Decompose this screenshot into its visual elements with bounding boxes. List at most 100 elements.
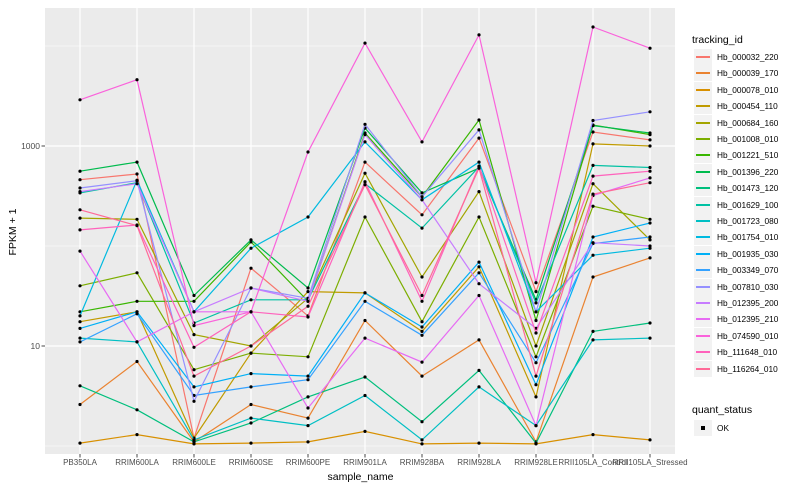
data-point bbox=[306, 374, 310, 378]
data-point bbox=[591, 163, 595, 167]
data-point bbox=[534, 395, 538, 399]
data-point bbox=[420, 420, 424, 424]
series-Hb_000078_010 bbox=[78, 429, 652, 446]
data-point bbox=[477, 128, 481, 132]
data-point bbox=[135, 78, 139, 82]
data-point bbox=[192, 368, 196, 372]
data-point bbox=[477, 190, 481, 194]
data-point bbox=[306, 304, 310, 308]
y-axis-title: FPKM + 1 bbox=[7, 208, 19, 256]
data-point bbox=[477, 166, 481, 170]
legend-label: Hb_000039_170 bbox=[717, 68, 779, 79]
line-swatch-icon bbox=[696, 367, 710, 370]
line-swatch-icon bbox=[696, 88, 710, 91]
data-point bbox=[78, 190, 82, 194]
line-swatch-icon bbox=[696, 56, 710, 58]
quant-status-legend-title: quant_status bbox=[692, 404, 753, 416]
legend-key bbox=[694, 278, 712, 295]
data-point bbox=[477, 260, 481, 264]
data-point bbox=[363, 429, 367, 433]
legend-label: Hb_007810_030 bbox=[717, 281, 779, 292]
data-point bbox=[534, 344, 538, 348]
data-point bbox=[591, 235, 595, 239]
data-point bbox=[477, 265, 481, 269]
data-point bbox=[420, 329, 424, 333]
legend-key bbox=[694, 311, 712, 328]
x-tick-label: PB350LA bbox=[63, 458, 97, 467]
data-point bbox=[135, 271, 139, 275]
line-swatch-icon bbox=[696, 154, 710, 157]
data-point bbox=[249, 266, 253, 270]
line-swatch-icon bbox=[696, 121, 710, 124]
quant-status-legend-key bbox=[694, 420, 712, 436]
data-point bbox=[648, 217, 652, 221]
data-point bbox=[477, 293, 481, 298]
data-point bbox=[648, 244, 652, 248]
data-point bbox=[477, 33, 481, 37]
data-point bbox=[192, 438, 196, 442]
data-point bbox=[192, 324, 196, 328]
data-point bbox=[192, 374, 196, 378]
x-tick-label: RRII105LA_Control bbox=[558, 458, 628, 467]
data-point bbox=[363, 393, 367, 398]
legend-label: Hb_001008_010 bbox=[717, 134, 779, 144]
legend-key bbox=[694, 295, 712, 311]
data-point bbox=[306, 286, 310, 290]
data-point bbox=[135, 182, 139, 186]
legend-key bbox=[694, 114, 712, 131]
legend-label: Hb_000078_010 bbox=[717, 84, 779, 95]
data-point bbox=[363, 183, 367, 187]
data-point bbox=[363, 41, 367, 45]
data-point bbox=[420, 140, 424, 144]
data-point bbox=[78, 208, 82, 212]
data-point bbox=[534, 441, 538, 445]
data-point bbox=[192, 399, 196, 403]
point-swatch-icon bbox=[701, 426, 705, 430]
legend-key bbox=[694, 196, 712, 213]
data-point bbox=[477, 385, 481, 389]
data-point bbox=[78, 169, 82, 173]
data-point bbox=[78, 284, 82, 288]
data-point bbox=[591, 253, 595, 257]
data-point bbox=[420, 442, 424, 446]
data-point bbox=[192, 345, 196, 349]
data-point bbox=[78, 98, 82, 102]
data-point bbox=[306, 355, 310, 359]
line-swatch-icon bbox=[696, 351, 710, 354]
data-point bbox=[648, 110, 652, 114]
x-tick-label: RRII105LA_Stressed bbox=[612, 458, 688, 467]
data-point bbox=[363, 336, 367, 340]
data-point bbox=[534, 310, 538, 314]
data-point bbox=[363, 291, 367, 295]
legend-label: Hb_000684_160 bbox=[717, 117, 779, 128]
line-swatch-icon bbox=[696, 105, 710, 108]
legend-key bbox=[694, 344, 712, 361]
legend-label: Hb_000032_220 bbox=[717, 52, 779, 62]
data-point bbox=[420, 320, 424, 324]
legend-key bbox=[694, 65, 712, 82]
data-point bbox=[591, 204, 595, 208]
data-point bbox=[420, 325, 424, 329]
data-point bbox=[363, 299, 367, 303]
data-point bbox=[534, 281, 538, 285]
data-point bbox=[477, 136, 481, 140]
data-point bbox=[591, 142, 595, 146]
data-point bbox=[477, 271, 481, 275]
data-point bbox=[306, 315, 310, 319]
data-point bbox=[135, 340, 139, 344]
data-point bbox=[363, 122, 367, 126]
data-point bbox=[591, 174, 595, 178]
data-point bbox=[648, 321, 652, 325]
data-point bbox=[420, 438, 424, 442]
data-point bbox=[78, 314, 82, 318]
data-point bbox=[648, 246, 652, 250]
x-tick-label: RRIM928LE bbox=[514, 458, 558, 467]
series-Hb_001008_010 bbox=[78, 204, 652, 372]
data-point bbox=[249, 344, 253, 348]
data-point bbox=[135, 224, 139, 228]
data-point bbox=[249, 421, 253, 425]
x-tick-label: RRIM600LA bbox=[115, 458, 159, 467]
x-tick-label: RRIM928LA bbox=[457, 458, 501, 467]
legend-label: Hb_012395_210 bbox=[717, 314, 779, 325]
line-swatch-icon bbox=[696, 203, 710, 206]
